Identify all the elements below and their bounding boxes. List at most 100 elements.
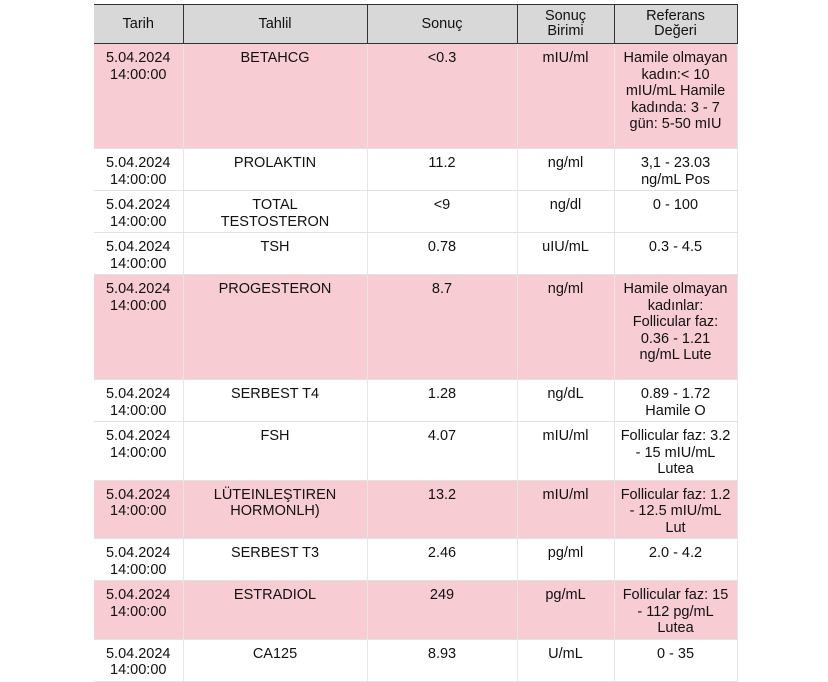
result-value: 249: [429, 587, 455, 603]
table-header: Tarih Tahlil Sonuç Sonuç Birimi Referans…: [94, 4, 738, 44]
result-value: 4.07: [427, 428, 457, 444]
test-value: ESTRADIOL: [233, 587, 317, 603]
result-value: 1.28: [427, 386, 457, 402]
cell-ref: 0 - 100: [613, 190, 738, 233]
cell-test: LÜTEINLEŞTIREN HORMONLH): [182, 480, 368, 539]
test-value: CA125: [252, 645, 298, 662]
cell-date: 5.04.2024 14:00:00: [94, 232, 184, 275]
result-value: 2.46: [427, 545, 457, 561]
ref-value: 3,1 - 23.03 ng/mL Pos: [640, 155, 711, 188]
test-value: LÜTEINLEŞTIREN HORMONLH): [213, 486, 337, 520]
table-row: 5.04.2024 14:00:00 BETAHCG <0.3 mIU/ml Hamil…: [94, 43, 738, 149]
test-value: PROGESTERON: [218, 281, 332, 297]
cell-result: <0.3: [366, 43, 518, 149]
cell-test: FSH: [182, 421, 368, 481]
test-value: PROLAKTIN: [233, 155, 317, 171]
unit-value: pg/ml: [547, 545, 584, 561]
unit-value: ng/dl: [549, 197, 582, 213]
header-result: Sonuç: [366, 4, 518, 44]
date-value: 5.04.2024 14:00:00: [105, 239, 171, 272]
cell-ref: 0.3 - 4.5: [613, 232, 738, 275]
lab-results-table: Tarih Tahlil Sonuç Sonuç Birimi Referans…: [94, 4, 738, 682]
cell-ref: Hamile olmayan kadınlar: Follicular faz:…: [613, 274, 738, 380]
cell-test: TOTAL TESTOSTERON: [182, 190, 368, 233]
unit-value: ng/ml: [547, 281, 584, 297]
cell-date: 5.04.2024 14:00:00: [94, 43, 184, 149]
cell-date: 5.04.2024 14:00:00: [94, 480, 184, 539]
date-value: 5.04.2024 14:00:00: [105, 645, 171, 679]
cell-test: SERBEST T3: [182, 538, 368, 581]
cell-result: 1.28: [366, 379, 518, 422]
cell-result: 249: [366, 580, 518, 640]
test-value: SERBEST T3: [230, 545, 320, 561]
date-value: 5.04.2024 14:00:00: [105, 386, 171, 419]
unit-value: mIU/ml: [542, 50, 589, 66]
date-value: 5.04.2024 14:00:00: [105, 486, 171, 520]
ref-value: 0 - 100: [652, 197, 699, 213]
table-row: 5.04.2024 14:00:00 SERBEST T3 2.46 pg/ml 2.0…: [94, 538, 738, 581]
unit-value: mIU/ml: [542, 486, 589, 503]
result-value: <0.3: [427, 50, 457, 66]
ref-value: Follicular faz: 3.2 - 15 mIU/mL Lutea: [620, 428, 731, 477]
ref-value: 0.3 - 4.5: [648, 239, 703, 255]
cell-unit: ng/dl: [516, 190, 615, 233]
header-unit: Sonuç Birimi: [516, 4, 615, 44]
result-value: 13.2: [427, 486, 457, 503]
table-row: 5.04.2024 14:00:00 TSH 0.78 uIU/mL 0.3 - 4.5: [94, 232, 738, 275]
cell-test: PROGESTERON: [182, 274, 368, 380]
cell-result: 11.2: [366, 148, 518, 191]
unit-value: mIU/ml: [542, 428, 589, 444]
header-reference: Referans Değeri: [613, 4, 738, 44]
table-row: 5.04.2024 14:00:00 TOTAL TESTOSTERON <9 ng/…: [94, 190, 738, 233]
result-value: 8.7: [431, 281, 453, 297]
cell-ref: 2.0 - 4.2: [613, 538, 738, 581]
cell-unit: pg/mL: [516, 580, 615, 640]
cell-date: 5.04.2024 14:00:00: [94, 421, 184, 481]
date-value: 5.04.2024 14:00:00: [105, 587, 171, 620]
cell-ref: Follicular faz: 15 - 112 pg/mL Lutea: [613, 580, 738, 640]
table-row: 5.04.2024 14:00:00 PROLAKTIN 11.2 ng/ml 3,1 …: [94, 148, 738, 191]
cell-test: ESTRADIOL: [182, 580, 368, 640]
date-value: 5.04.2024 14:00:00: [105, 428, 171, 461]
table-row: 5.04.2024 14:00:00 PROGESTERON 8.7 ng/ml Ham…: [94, 274, 738, 380]
cell-date: 5.04.2024 14:00:00: [94, 274, 184, 380]
cell-ref: Follicular faz: 3.2 - 15 mIU/mL Lutea: [613, 421, 738, 481]
unit-value: ng/ml: [547, 155, 584, 171]
ref-value: 0 - 35: [656, 645, 695, 662]
unit-value: uIU/mL: [542, 239, 589, 255]
cell-ref: Hamile olmayan kadın:< 10 mIU/mL Hamile …: [613, 43, 738, 149]
table-row: 5.04.2024 14:00:00 FSH 4.07 mIU/ml Follicula…: [94, 421, 738, 481]
table-row: 5.04.2024 14:00:00 CA125 8.93 U/mL 0 - 35: [94, 639, 738, 682]
cell-date: 5.04.2024 14:00:00: [94, 580, 184, 640]
table-row: 5.04.2024 14:00:00 SERBEST T4 1.28 ng/dL 0.8…: [94, 379, 738, 422]
ref-value: Hamile olmayan kadın:< 10 mIU/mL Hamile …: [623, 50, 728, 132]
cell-test: CA125: [182, 639, 368, 682]
cell-unit: U/mL: [516, 639, 615, 682]
cell-unit: uIU/mL: [516, 232, 615, 275]
result-value: 11.2: [428, 155, 456, 171]
cell-test: BETAHCG: [182, 43, 368, 149]
cell-result: <9: [366, 190, 518, 233]
cell-unit: ng/ml: [516, 274, 615, 380]
cell-date: 5.04.2024 14:00:00: [94, 639, 184, 682]
cell-date: 5.04.2024 14:00:00: [94, 148, 184, 191]
test-value: TOTAL TESTOSTERON: [220, 197, 330, 230]
test-value: TSH: [260, 239, 290, 255]
cell-test: PROLAKTIN: [182, 148, 368, 191]
cell-date: 5.04.2024 14:00:00: [94, 538, 184, 581]
table-row: 5.04.2024 14:00:00 LÜTEINLEŞTIREN HORMONL…: [94, 480, 738, 539]
table-row: 5.04.2024 14:00:00 ESTRADIOL 249 pg/mL Folli…: [94, 580, 738, 640]
date-value: 5.04.2024 14:00:00: [105, 155, 171, 188]
cell-result: 8.7: [366, 274, 518, 380]
cell-ref: 3,1 - 23.03 ng/mL Pos: [613, 148, 738, 191]
cell-result: 13.2: [366, 480, 518, 539]
cell-unit: mIU/ml: [516, 480, 615, 539]
cell-test: TSH: [182, 232, 368, 275]
cell-unit: pg/ml: [516, 538, 615, 581]
test-value: FSH: [260, 428, 290, 444]
cell-ref: 0.89 - 1.72 Hamile O: [613, 379, 738, 422]
table-body: 5.04.2024 14:00:00 BETAHCG <0.3 mIU/ml Hamil…: [94, 43, 738, 682]
ref-value: Follicular faz: 15 - 112 pg/mL Lutea: [622, 587, 729, 636]
cell-result: 8.93: [366, 639, 518, 682]
ref-value: Hamile olmayan kadınlar: Follicular faz:…: [623, 281, 728, 363]
